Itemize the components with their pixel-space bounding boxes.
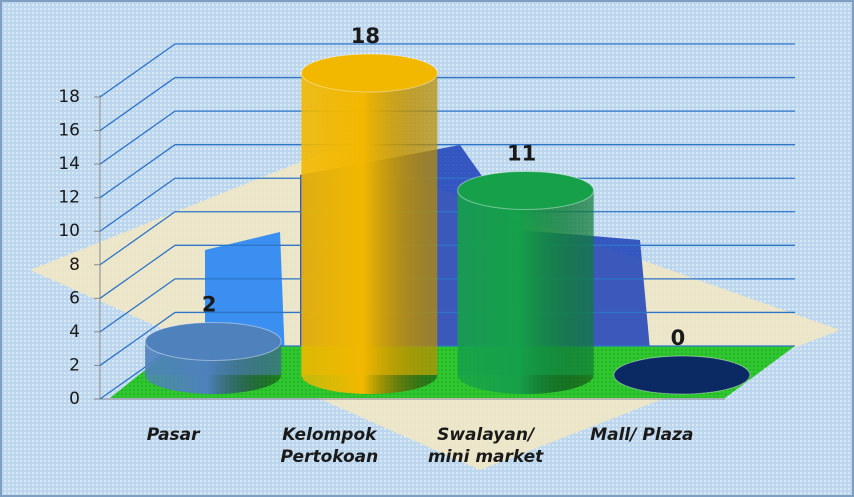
y-tick-label: 12	[58, 188, 80, 208]
bar-shade	[301, 73, 438, 375]
bar	[300, 53, 438, 395]
floor	[110, 346, 795, 398]
bar	[457, 170, 595, 395]
value-label: 0	[671, 326, 686, 350]
y-tick-label: 2	[69, 355, 80, 375]
grid-line	[99, 110, 795, 165]
y-tick-label: 16	[58, 121, 80, 141]
value-label: 11	[507, 141, 536, 165]
bar-top	[613, 355, 751, 395]
x-tick-label: Pasar	[146, 425, 200, 445]
bar	[144, 321, 282, 394]
y-tick-label: 4	[69, 322, 80, 342]
y-tick-label: 10	[58, 221, 80, 241]
value-label: 18	[351, 24, 380, 48]
y-tick-label: 18	[58, 87, 80, 107]
grid-line	[99, 177, 795, 232]
bar-top	[144, 321, 282, 361]
grid-line	[99, 43, 795, 98]
grid-line	[99, 144, 795, 199]
x-tick-label: Kelompok Pertokoan	[280, 425, 379, 467]
y-tick-label: 0	[69, 389, 80, 409]
x-tick-label: Swalayan/ mini market	[427, 425, 544, 467]
bar-shade	[457, 190, 594, 375]
bar-top	[457, 170, 595, 210]
y-tick-label: 6	[69, 288, 80, 308]
bar-top	[300, 53, 438, 93]
y-tick-label: 14	[58, 154, 80, 174]
value-label: 2	[202, 292, 217, 316]
grid-line	[99, 76, 795, 132]
y-tick-label: 8	[69, 255, 80, 275]
bar	[613, 355, 751, 395]
x-tick-label: Mall/ Plaza	[590, 425, 694, 445]
